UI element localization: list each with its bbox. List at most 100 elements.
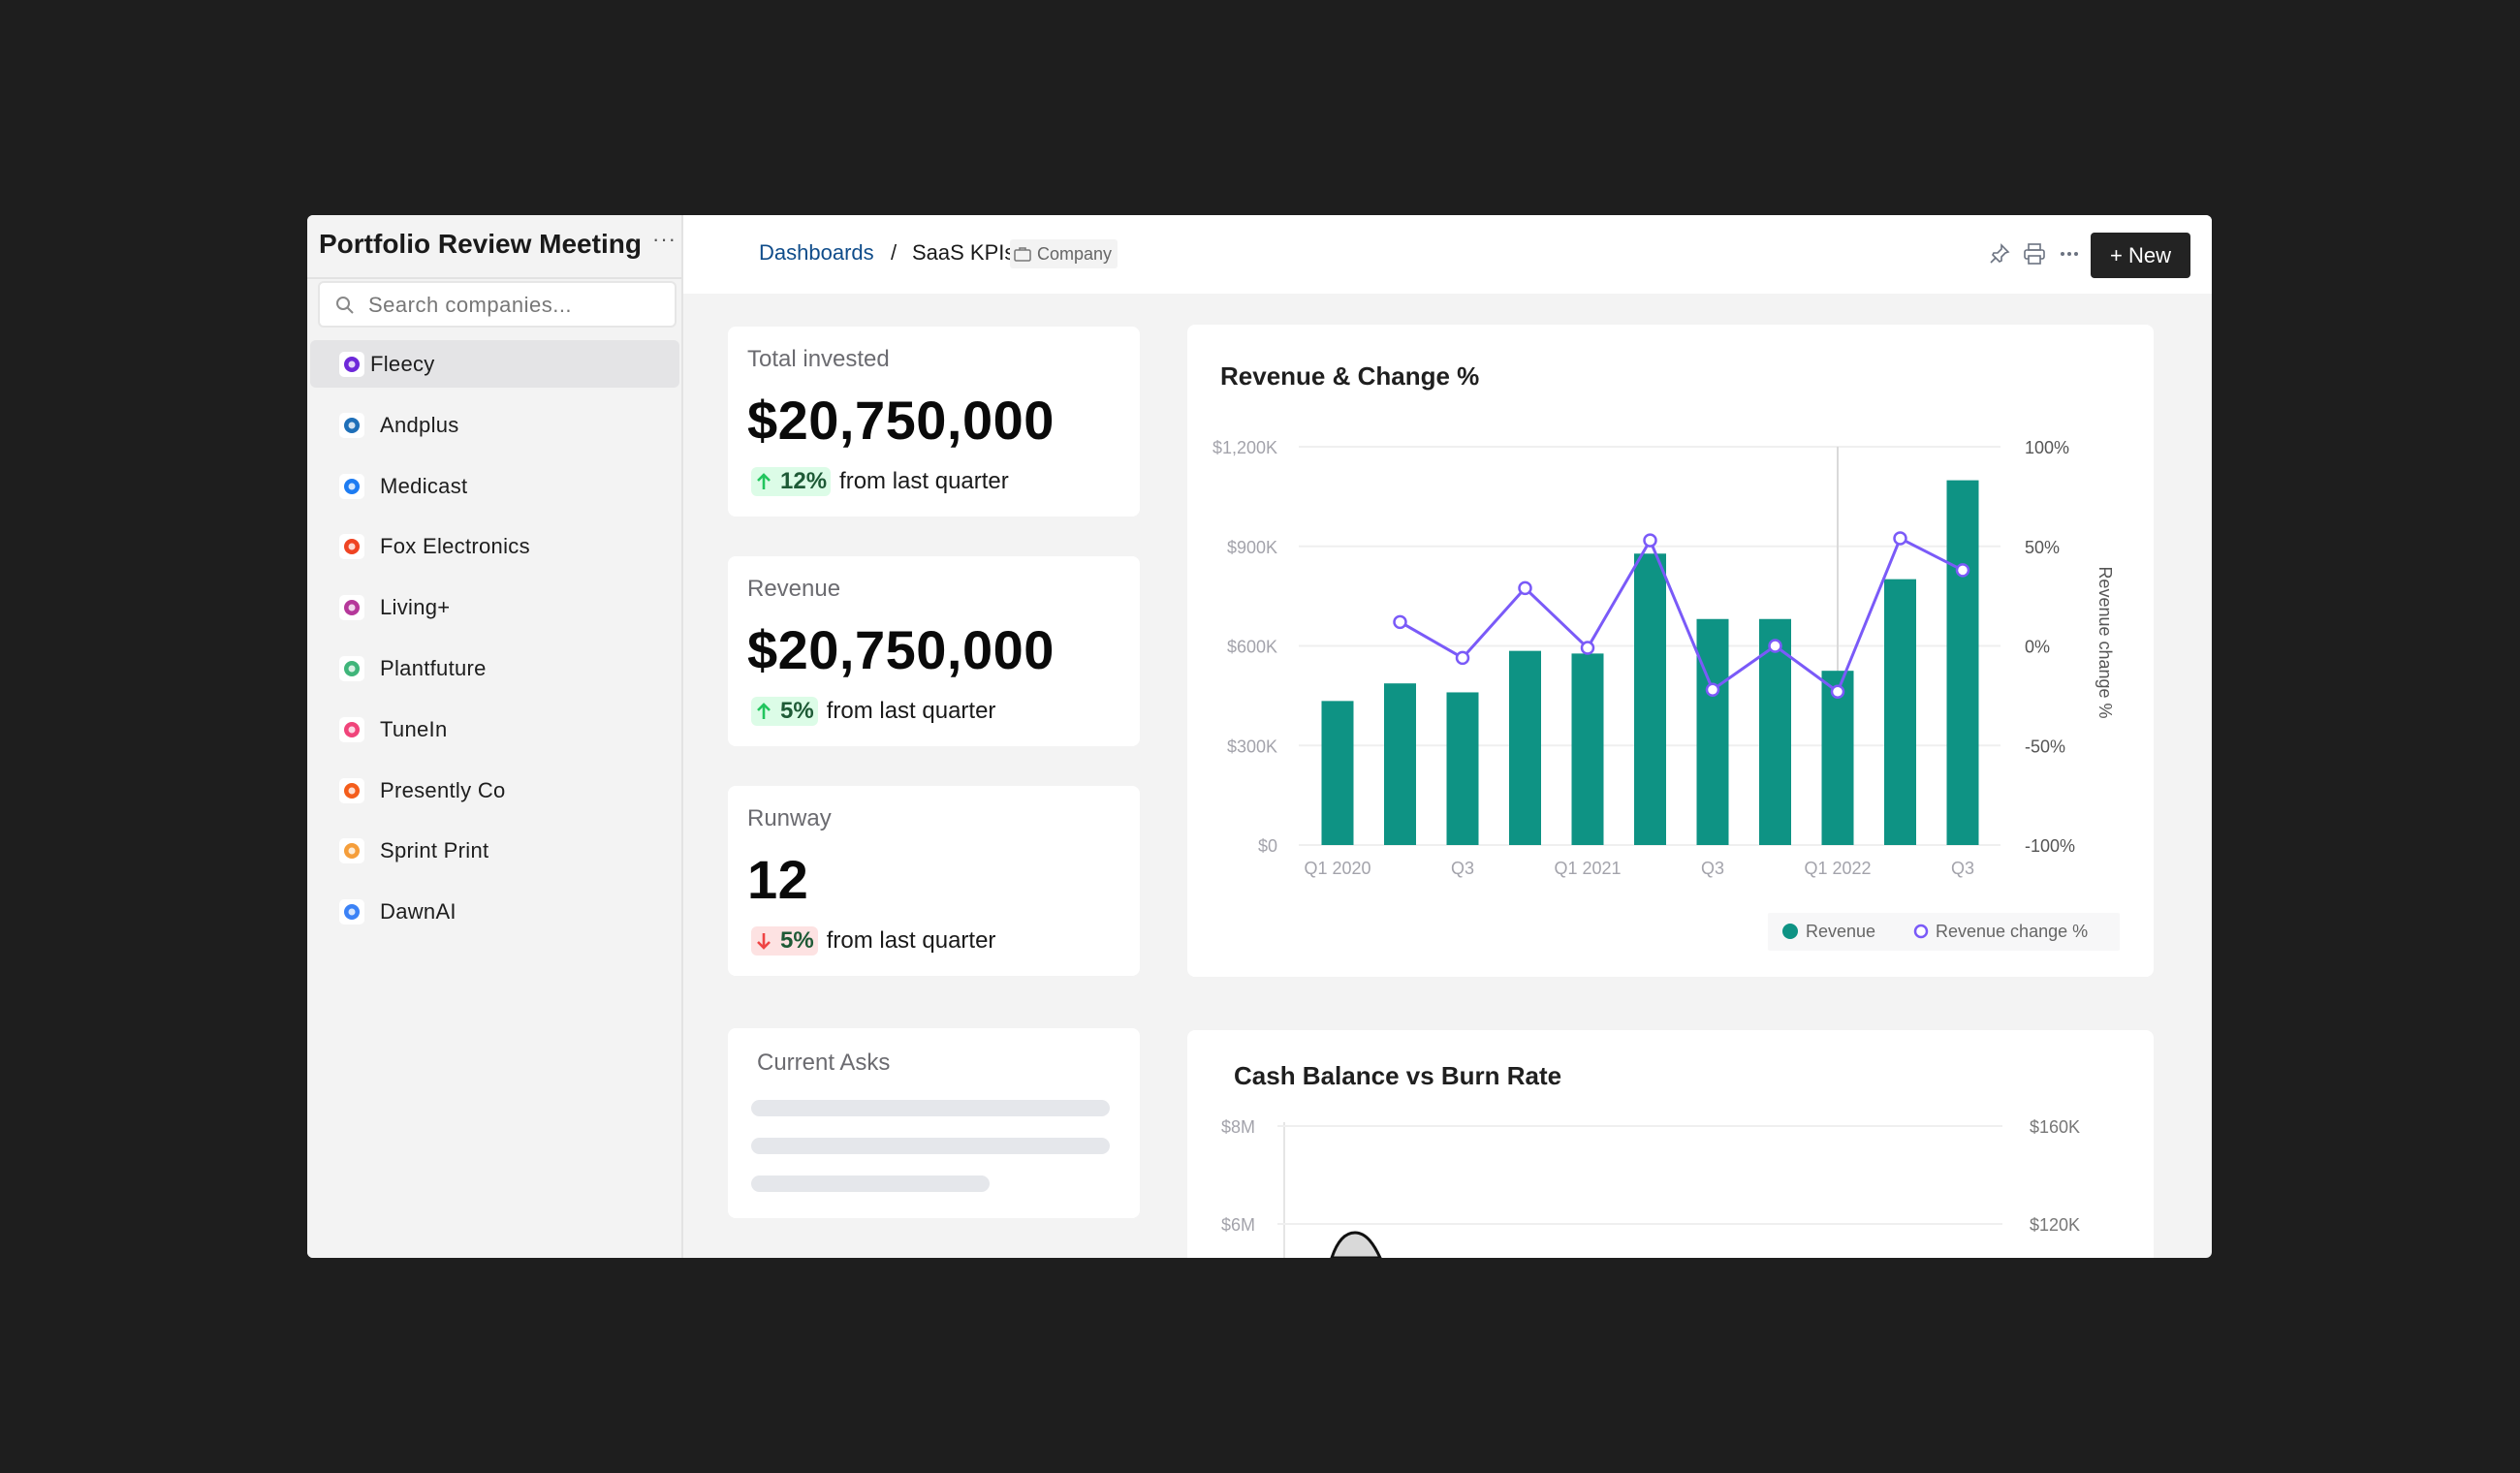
company-logo-icon — [339, 656, 364, 681]
revenue-bar — [1946, 480, 1979, 845]
kpi-card: Total invested $20,750,000 12% from last… — [728, 327, 1140, 517]
delta-badge: 12% — [751, 467, 832, 496]
revenue-chart-card: Revenue & Change % — [1187, 325, 2154, 977]
x-tick-label: Q1 2021 — [1554, 859, 1621, 878]
arrow-up-icon — [757, 473, 771, 489]
sidebar-item-plantfuture[interactable]: Plantfuture — [310, 644, 679, 692]
y-left-tick-label: $6M — [1221, 1215, 1255, 1235]
delta-suffix: from last quarter — [839, 468, 1009, 494]
company-logo-icon — [339, 473, 364, 499]
change-point — [1455, 650, 1470, 666]
revenue-bar — [1821, 671, 1854, 845]
company-logo-icon — [339, 777, 364, 803]
revenue-bar — [1759, 618, 1791, 845]
search-input[interactable] — [366, 289, 661, 322]
kpi-value: $20,750,000 — [747, 390, 1055, 451]
company-logo-icon — [339, 838, 364, 864]
y-left-tick-label: $0 — [1258, 836, 1277, 856]
delta-badge: 5% — [751, 697, 818, 726]
arrow-up-icon — [757, 703, 771, 719]
change-point — [1643, 533, 1657, 548]
revenue-bar — [1884, 579, 1916, 845]
sidebar-item-label: Andplus — [380, 412, 459, 437]
change-point — [1705, 682, 1720, 697]
breadcrumb-dashboards[interactable]: Dashboards — [759, 240, 874, 265]
sidebar-item-tunein[interactable]: TuneIn — [310, 705, 679, 753]
sidebar-item-label: Fox Electronics — [380, 534, 530, 559]
current-asks-card: Current Asks — [728, 1028, 1140, 1218]
change-point — [1830, 684, 1845, 700]
revenue-change-chart: $0 $300K $600K $900K $1,200K -100% -50% 0% 50% 10… — [1212, 438, 2115, 941]
sidebar-item-sprint-print[interactable]: Sprint Print — [310, 827, 679, 874]
company-tag[interactable]: Company — [1010, 239, 1118, 268]
company-logo-icon — [339, 534, 364, 560]
revenue-bar — [1509, 650, 1541, 845]
legend-change-swatch — [1913, 924, 1929, 939]
sidebar-item-label: DawnAI — [380, 899, 457, 925]
kpi-value: 12 — [747, 849, 809, 910]
y-right-tick-label: $120K — [2030, 1215, 2080, 1235]
revenue-bar — [1384, 683, 1416, 845]
kpi-card: Runway 12 5% from last quarter — [728, 786, 1140, 976]
revenue-bar — [1696, 618, 1729, 845]
y-left-tick-label: $900K — [1227, 538, 1277, 557]
delta-suffix: from last quarter — [826, 698, 996, 724]
company-logo-icon — [339, 716, 364, 742]
more-options-icon[interactable]: ··· — [652, 227, 677, 251]
sidebar-item-fleecy[interactable]: Fleecy — [310, 340, 679, 388]
sidebar-item-label: Presently Co — [380, 777, 506, 802]
y-right-tick-label: -100% — [2025, 836, 2075, 856]
company-logo-icon — [339, 899, 364, 925]
y-right-tick-label: 50% — [2025, 538, 2060, 557]
divider — [307, 277, 681, 279]
cash-burn-chart: $8M $160K $6M $120K — [1221, 1117, 2080, 1258]
change-line — [1399, 536, 1964, 695]
chart-title: Cash Balance vs Burn Rate — [1234, 1061, 1562, 1090]
sidebar-item-label: TuneIn — [380, 716, 448, 741]
kpi-delta: 12% from last quarter — [751, 467, 1009, 496]
change-point — [1955, 563, 1970, 578]
sidebar-item-presently-co[interactable]: Presently Co — [310, 767, 679, 814]
kpi-delta: 5% from last quarter — [751, 697, 995, 726]
sidebar-item-andplus[interactable]: Andplus — [310, 401, 679, 449]
kpi-value: $20,750,000 — [747, 619, 1055, 680]
sidebar-item-medicast[interactable]: Medicast — [310, 462, 679, 510]
company-logo-icon — [339, 412, 364, 438]
kpi-delta: 5% from last quarter — [751, 926, 995, 956]
x-tick-label: Q3 — [1701, 859, 1724, 878]
sidebar-item-dawnai[interactable]: DawnAI — [310, 888, 679, 935]
delta-badge: 5% — [751, 926, 818, 956]
sidebar-item-label: Sprint Print — [380, 838, 489, 863]
y-left-tick-label: $300K — [1227, 736, 1277, 756]
top-bar: Dashboards / SaaS KPIs Company + New — [683, 215, 2212, 294]
y-right-tick-label: 100% — [2025, 438, 2069, 457]
x-tick-label: Q1 2020 — [1304, 859, 1370, 878]
kpi-label: Total invested — [747, 346, 890, 372]
loading-placeholder — [751, 1138, 1110, 1154]
y-left-tick-label: $8M — [1221, 1117, 1255, 1137]
chart-title: Revenue & Change % — [1220, 361, 1480, 391]
sidebar-item-label: Plantfuture — [380, 656, 487, 680]
briefcase-icon — [1014, 247, 1031, 262]
delta-value: 12% — [780, 468, 828, 494]
legend-revenue-label: Revenue — [1806, 922, 1875, 941]
sidebar-item-fox-electronics[interactable]: Fox Electronics — [310, 522, 679, 570]
print-icon[interactable] — [2023, 242, 2046, 266]
cash-area — [1330, 1231, 1382, 1258]
sidebar-item-living-[interactable]: Living+ — [310, 583, 679, 631]
kpi-label: Runway — [747, 805, 832, 831]
y-right-axis-title: Revenue change % — [2095, 566, 2115, 718]
y-right-tick-label: -50% — [2025, 736, 2065, 756]
breadcrumb-separator: / — [891, 240, 898, 265]
pin-icon[interactable] — [1988, 242, 2011, 266]
loading-placeholder — [751, 1100, 1110, 1116]
company-logo-icon — [339, 352, 364, 377]
delta-value: 5% — [780, 927, 814, 954]
legend-revenue-swatch — [1782, 924, 1798, 939]
company-tag-label: Company — [1037, 244, 1113, 264]
company-logo-icon — [339, 595, 364, 621]
more-icon[interactable] — [2060, 250, 2079, 258]
kpi-label: Revenue — [747, 576, 841, 602]
new-button[interactable]: + New — [2091, 233, 2190, 278]
sidebar-item-label: Medicast — [380, 473, 468, 498]
